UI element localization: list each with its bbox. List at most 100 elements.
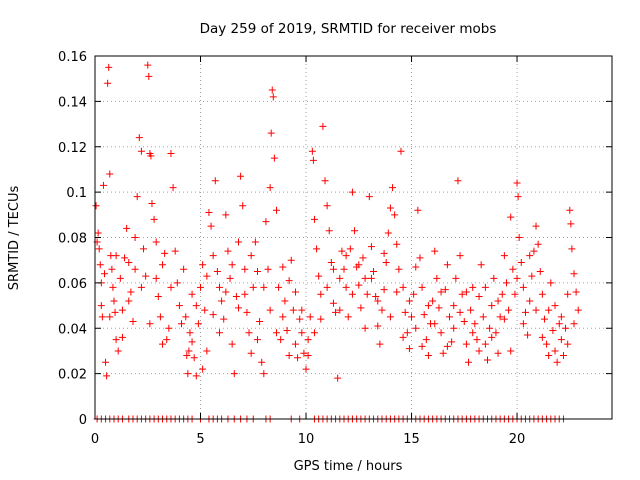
data-point [405, 345, 413, 353]
data-point [99, 181, 107, 189]
data-point [279, 313, 287, 321]
data-point [551, 302, 559, 310]
data-point [382, 258, 390, 266]
data-point [184, 370, 192, 378]
data-point [538, 333, 546, 341]
data-point [344, 313, 352, 321]
data-point [291, 340, 299, 348]
data-point [302, 365, 310, 373]
data-point [363, 290, 371, 298]
y-axis-label: SRMTID / TECUs [7, 186, 22, 291]
data-point [329, 265, 337, 273]
data-point [224, 247, 232, 255]
data-point [329, 299, 337, 307]
data-point [173, 279, 181, 287]
data-point [175, 302, 183, 310]
data-point [334, 374, 342, 382]
data-point [266, 184, 274, 192]
data-point [557, 313, 565, 321]
data-point [118, 333, 126, 341]
data-point [325, 227, 333, 235]
data-point [399, 283, 407, 291]
data-point [146, 320, 154, 328]
data-point [199, 261, 207, 269]
data-point [213, 268, 221, 276]
data-point [188, 338, 196, 346]
data-point [572, 288, 580, 296]
data-point [234, 304, 242, 312]
data-point [277, 336, 285, 344]
data-point [285, 351, 293, 359]
data-point [481, 340, 489, 348]
data-point [431, 247, 439, 255]
data-point [483, 356, 491, 364]
data-point [386, 204, 394, 212]
data-point [102, 358, 110, 366]
data-point [361, 274, 369, 282]
chart-title: Day 259 of 2019, SRMTID for receiver mob… [200, 21, 497, 37]
data-point [205, 209, 213, 217]
data-point [111, 308, 119, 316]
data-point [180, 265, 188, 273]
data-point [545, 351, 553, 359]
data-point [355, 281, 363, 289]
data-point [391, 211, 399, 219]
data-point [260, 283, 268, 291]
data-point [319, 122, 327, 130]
data-point [97, 302, 105, 310]
data-point [418, 342, 426, 350]
data-point [228, 261, 236, 269]
data-point [156, 313, 164, 321]
data-point [460, 317, 468, 325]
data-point [336, 306, 344, 314]
data-point [521, 308, 529, 316]
data-point [372, 292, 380, 300]
data-point [247, 349, 255, 357]
data-point [148, 199, 156, 207]
data-point [416, 254, 424, 262]
data-point [446, 313, 454, 321]
data-point [437, 288, 445, 296]
data-point [249, 283, 257, 291]
data-point [154, 292, 162, 300]
data-point [424, 302, 432, 310]
data-point [159, 340, 167, 348]
data-point [348, 290, 356, 298]
data-point [230, 370, 238, 378]
data-point [367, 274, 375, 282]
data-point [98, 313, 106, 321]
data-point [137, 283, 145, 291]
data-point [234, 238, 242, 246]
data-point [513, 274, 521, 282]
data-point [304, 351, 312, 359]
data-point [422, 336, 430, 344]
data-point [152, 274, 160, 282]
data-point [526, 252, 534, 260]
data-point [108, 265, 116, 273]
data-point [534, 240, 542, 248]
data-point [131, 234, 139, 241]
data-point [557, 336, 565, 344]
data-point [514, 193, 522, 201]
data-point [171, 247, 179, 255]
data-point [536, 268, 544, 276]
data-point [294, 354, 302, 362]
data-point [140, 245, 148, 253]
data-point [258, 358, 266, 366]
data-point [498, 290, 506, 298]
data-point [165, 324, 173, 332]
x-tick-label: 5 [196, 432, 204, 447]
data-point [125, 297, 133, 305]
data-point [530, 247, 538, 255]
x-tick-label: 20 [509, 432, 526, 447]
data-point [477, 261, 485, 269]
data-point [237, 172, 245, 180]
data-point [395, 265, 403, 273]
data-point [267, 129, 275, 137]
data-point [169, 184, 177, 192]
data-point [553, 358, 561, 366]
data-point [500, 315, 508, 323]
data-point [188, 290, 196, 298]
data-point [519, 320, 527, 328]
